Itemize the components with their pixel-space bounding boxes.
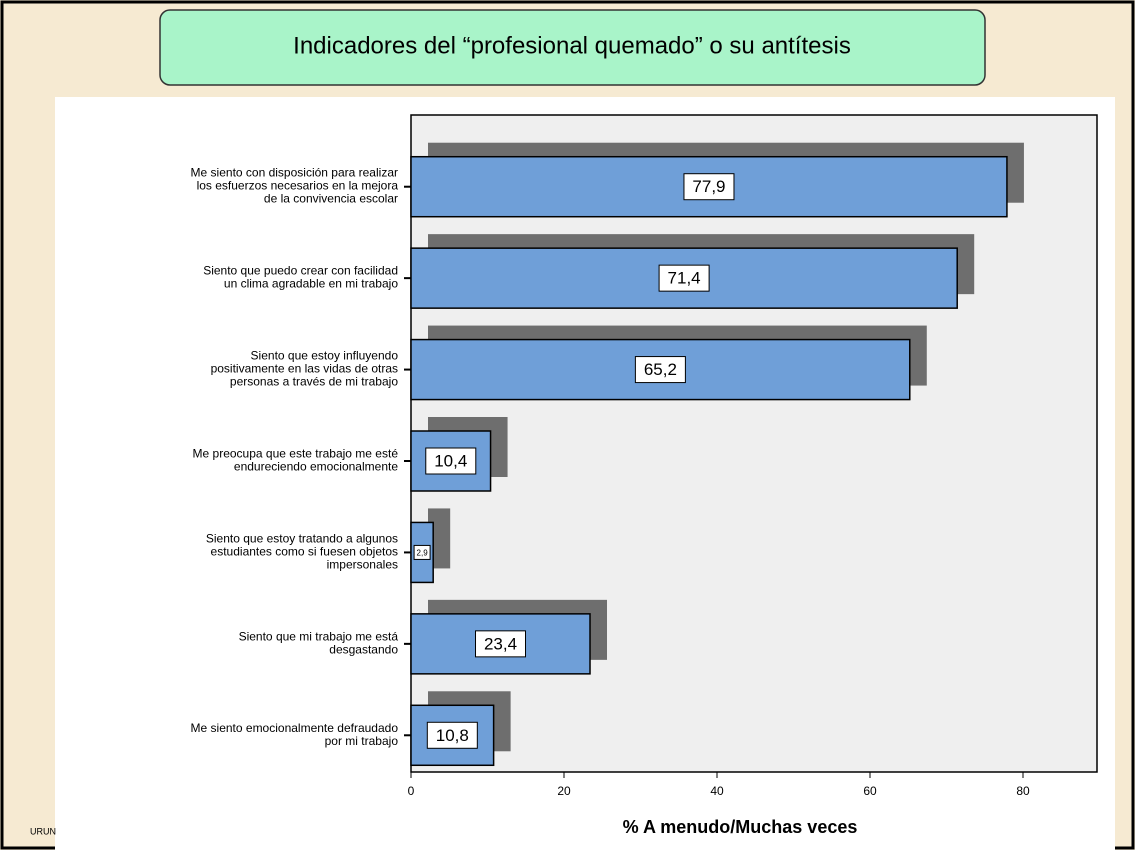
y-tick-label: Siento que estoy tratando a algunos estud… <box>206 532 398 572</box>
value-label-box <box>658 264 710 292</box>
x-tick-label: 40 <box>710 784 724 798</box>
value-label: 23,4 <box>484 634 517 653</box>
value-label-box <box>634 356 686 384</box>
y-tick-label: Me preocupa que este trabajo me esté endu… <box>193 447 399 474</box>
value-label: 71,4 <box>668 269 701 288</box>
y-tick-label: Siento que puedo crear con facilidad un c… <box>203 264 398 291</box>
title-box <box>159 9 986 86</box>
x-tick-label: 0 <box>408 784 415 798</box>
value-label-box <box>475 630 527 658</box>
footer: URUN <box>30 826 56 836</box>
y-tick-label: Siento que estoy influyendo positivamente… <box>211 349 399 389</box>
x-tick-label: 60 <box>863 784 877 798</box>
x-tick-label: 80 <box>1016 784 1030 798</box>
value-label: 10,4 <box>434 451 467 470</box>
x-tick-label: 20 <box>557 784 571 798</box>
value-label: 77,9 <box>692 177 725 196</box>
value-label-box <box>425 447 477 475</box>
y-tick-label: Me siento con disposición para realizar l… <box>191 166 399 206</box>
value-label: 2,9 <box>417 549 429 558</box>
y-tick-label: Siento que mi trabajo me está desgastando <box>239 630 399 657</box>
chart-title: Indicadores del “profesional quemado” o … <box>293 32 851 59</box>
value-label-box <box>426 721 478 749</box>
value-label: 10,8 <box>436 726 469 745</box>
value-label-box <box>683 173 735 201</box>
y-tick-label: Me siento emocionalmente defraudado por m… <box>191 721 399 748</box>
x-axis-label: % A menudo/Muchas veces <box>623 817 858 837</box>
value-label-box <box>413 544 431 560</box>
value-label: 65,2 <box>644 360 677 379</box>
